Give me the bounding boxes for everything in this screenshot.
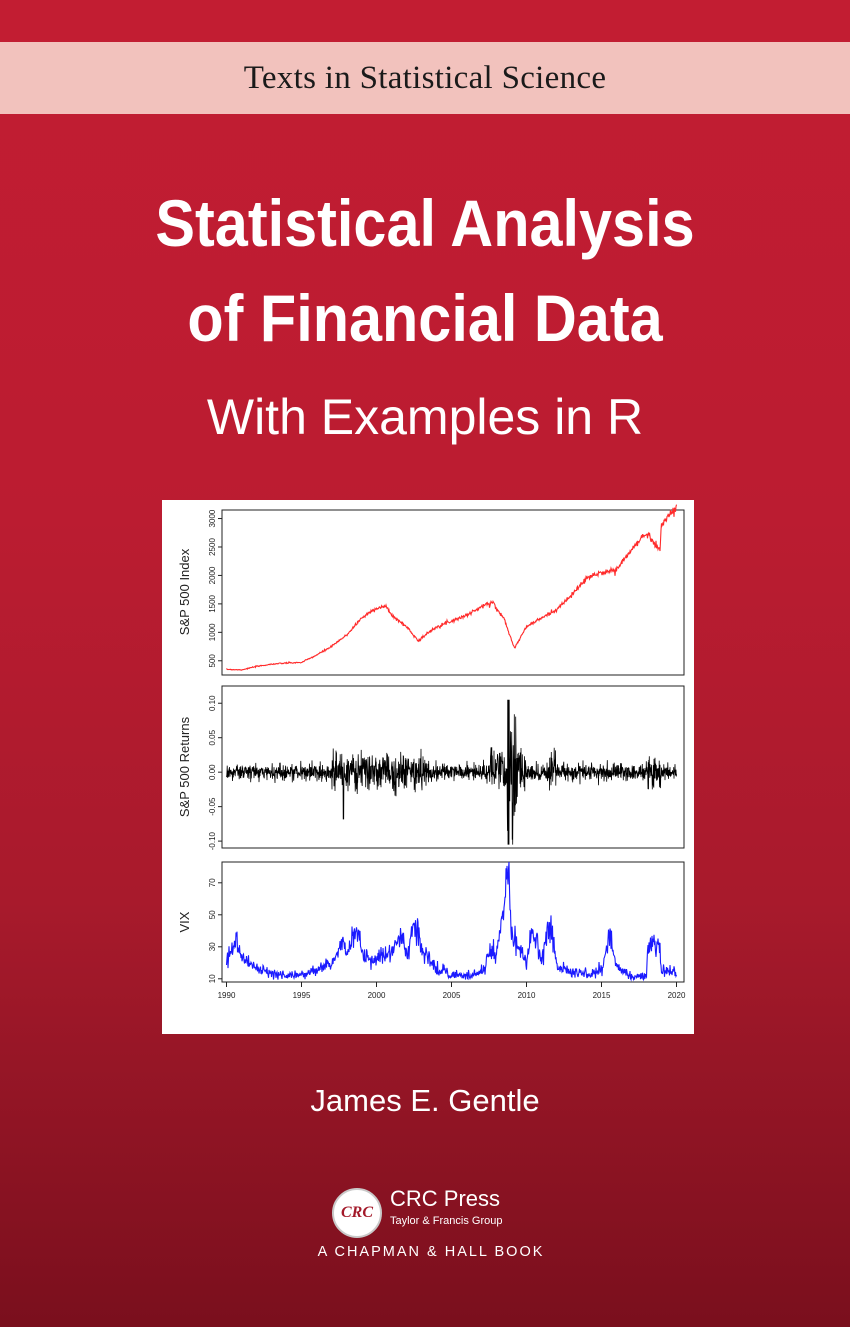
year-tick-label: 2020 — [668, 991, 686, 1000]
book-title-line1: Statistical Analysis — [155, 186, 695, 260]
year-axis: 1990 1995 2000 2005 2010 2015 2020 — [218, 982, 686, 1000]
vix-ytick-label: 10 — [208, 974, 217, 983]
returns-ytick-label: 0.05 — [208, 729, 217, 745]
returns-panel: -0.10 -0.05 0.00 0.05 0.10 — [208, 695, 677, 850]
vix-ytick-label: 30 — [208, 942, 217, 951]
year-tick-label: 2000 — [368, 991, 386, 1000]
sp500-ytick-label: 2500 — [208, 538, 217, 556]
charts-svg: S&P 500 Index S&P 500 Returns VIX 500100… — [177, 504, 686, 1000]
sp500-ytick-label: 3000 — [208, 509, 217, 527]
returns-ytick-label: 0.00 — [208, 764, 217, 780]
year-tick-label: 2015 — [593, 991, 611, 1000]
year-tick-label: 2005 — [443, 991, 461, 1000]
vix-ytick-label: 50 — [208, 910, 217, 919]
publisher-imprint: A CHAPMAN & HALL BOOK — [317, 1244, 545, 1260]
vix-panel: 10 30 50 70 — [208, 861, 678, 983]
cover-figure: S&P 500 Index S&P 500 Returns VIX 500 100… — [162, 500, 694, 1034]
vix-ytick-label: 70 — [208, 878, 217, 887]
crc-logo-icon: CRC — [332, 1188, 382, 1238]
sp500-ytick-label: 2000 — [208, 566, 217, 584]
publisher-group: Taylor & Francis Group — [390, 1215, 503, 1227]
sp500-plot-frame — [221, 509, 685, 676]
year-tick-label: 1990 — [218, 991, 236, 1000]
sp500-panel: 500 1000 1500 2000 2500 3000 — [208, 504, 678, 671]
sp500-ytick-label: 500 — [208, 654, 217, 668]
publisher-block: CRC CRC Press Taylor & Francis Group A C… — [296, 1180, 566, 1270]
returns-ytick-label: -0.10 — [208, 831, 217, 850]
returns-ytick-label: -0.05 — [208, 797, 217, 816]
book-title-line2: of Financial Data — [187, 281, 663, 355]
author-name: James E. Gentle — [310, 1083, 540, 1118]
sp500-ytick-label: 1500 — [208, 594, 217, 612]
series-title: Texts in Statistical Science — [243, 59, 607, 96]
returns-plot-frame — [221, 685, 685, 849]
sp500-series-line — [226, 504, 678, 671]
vix-series-line — [225, 861, 678, 982]
vix-ylabel: VIX — [177, 911, 192, 932]
year-tick-label: 2010 — [518, 991, 536, 1000]
year-tick-label: 1995 — [293, 991, 311, 1000]
sp500-ylabel: S&P 500 Index — [177, 548, 192, 635]
sp500-ytick-label: 1000 — [208, 623, 217, 641]
vix-plot-frame — [221, 861, 685, 983]
crc-logo-text: CRC — [340, 1204, 373, 1221]
publisher-name: CRC Press — [390, 1186, 501, 1211]
book-subtitle: With Examples in R — [206, 389, 644, 445]
returns-series-line — [226, 699, 677, 845]
returns-ytick-label: 0.10 — [208, 695, 217, 711]
returns-ylabel: S&P 500 Returns — [177, 716, 192, 817]
series-band: Texts in Statistical Science — [0, 42, 850, 114]
